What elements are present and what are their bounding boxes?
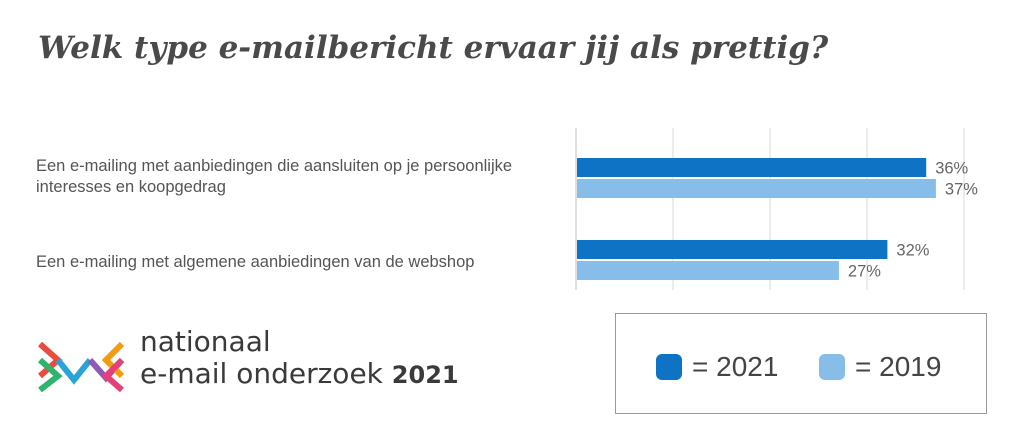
legend-label-2019: = 2019 [855, 351, 942, 382]
category-label-0: Een e-mailing met aanbiedingen die aansl… [36, 157, 513, 196]
bar-2021-cat-0 [577, 158, 927, 177]
brand-name: nationaal e-mail onderzoek 2021 [140, 326, 459, 391]
bar-2019-cat-1 [577, 261, 839, 280]
data-label-2019-cat-0: 37% [945, 181, 978, 199]
category-label-1: Een e-mailing met algemene aanbiedingen … [36, 253, 475, 271]
legend-item-2019: = 2019 [819, 351, 941, 383]
brand-logo-icon [38, 341, 125, 393]
brand-line-2-text: e-mail onderzoek [140, 357, 383, 390]
brand-year: 2021 [391, 361, 459, 389]
legend-swatch-2019 [819, 354, 845, 380]
data-label-2021-cat-0: 36% [935, 160, 968, 178]
bar-2019-cat-0 [577, 179, 936, 198]
data-label-2019-cat-1: 27% [848, 263, 881, 281]
legend-item-2021: = 2021 [656, 351, 778, 383]
legend-swatch-2021 [656, 354, 682, 380]
brand-line-2: e-mail onderzoek 2021 [140, 358, 459, 391]
bar-chart: 36% 37% 32% 27% [575, 128, 978, 290]
legend: = 2021 = 2019 [615, 313, 987, 414]
brand-line-1: nationaal [140, 325, 271, 358]
legend-label-2021: = 2021 [692, 351, 779, 382]
bar-2021-cat-1 [577, 240, 888, 259]
data-label-2021-cat-1: 32% [896, 242, 929, 260]
chart-title: Welk type e-mailbericht ervaar jij als p… [38, 30, 829, 66]
